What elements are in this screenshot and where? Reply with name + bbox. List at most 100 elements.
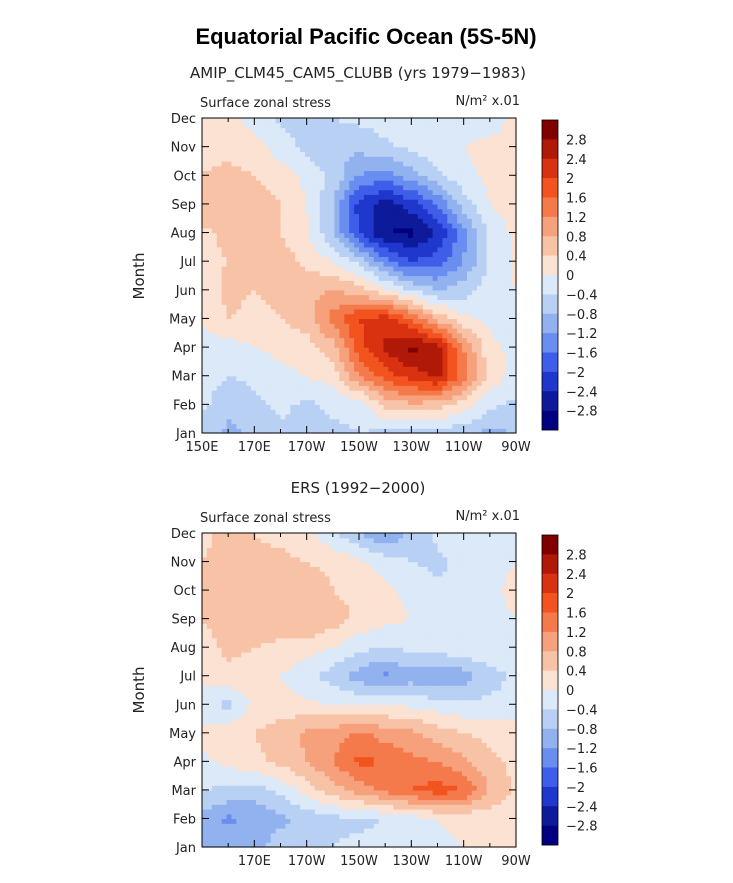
heatmap-cell <box>324 256 331 262</box>
heatmap-cell <box>339 356 345 363</box>
heatmap-cell <box>388 208 394 215</box>
heatmap-cell <box>471 390 478 396</box>
heatmap-cell <box>486 332 493 339</box>
heatmap-cell <box>373 799 380 805</box>
heatmap-cell <box>309 332 316 339</box>
heatmap-cell <box>231 385 237 391</box>
heatmap-cell <box>202 165 208 172</box>
heatmap-cell <box>309 223 316 229</box>
heatmap-cell <box>221 127 228 133</box>
heatmap-cell <box>496 380 502 386</box>
heatmap-cell <box>452 194 458 200</box>
heatmap-cell <box>354 351 360 358</box>
heatmap-cell <box>314 146 321 153</box>
heatmap-cell <box>359 227 365 234</box>
heatmap-cell <box>202 299 208 305</box>
heatmap-cell <box>496 285 502 291</box>
heatmap-cell <box>378 399 385 405</box>
heatmap-cell <box>373 385 380 391</box>
y-tick-label: Jul <box>179 255 196 270</box>
heatmap-cell <box>432 227 439 234</box>
heatmap-cell <box>251 265 257 272</box>
heatmap-cell <box>403 246 409 253</box>
heatmap-cell <box>422 265 429 272</box>
heatmap-cell <box>481 194 488 200</box>
heatmap-cell <box>231 399 237 405</box>
heatmap-cell <box>511 289 517 296</box>
heatmap-cell <box>305 342 311 348</box>
heatmap-cell <box>471 160 478 167</box>
heatmap-cell <box>476 318 483 324</box>
heatmap-cell <box>226 813 233 820</box>
heatmap-cell <box>314 818 321 824</box>
heatmap-cell <box>251 156 257 162</box>
heatmap-cell <box>422 146 429 153</box>
heatmap-cell <box>221 223 228 229</box>
heatmap-cell <box>275 122 282 129</box>
heatmap-cell <box>309 160 316 167</box>
heatmap-cell <box>329 390 336 396</box>
heatmap-cell <box>226 251 233 258</box>
heatmap-cell <box>265 808 272 815</box>
heatmap-cell <box>231 289 237 296</box>
heatmap-cell <box>339 294 345 300</box>
heatmap-cell <box>398 827 404 834</box>
heatmap-cell <box>442 413 448 420</box>
heatmap-cell <box>255 265 262 272</box>
heatmap-cell <box>236 318 242 324</box>
heatmap-cell <box>403 799 409 805</box>
heatmap-cell <box>496 170 502 176</box>
heatmap-cell <box>324 127 331 133</box>
heatmap-cell <box>319 299 326 305</box>
heatmap-cell <box>275 146 282 153</box>
heatmap-cell <box>412 299 419 305</box>
heatmap-cell <box>388 351 394 358</box>
heatmap-cell <box>388 122 394 129</box>
heatmap-cell <box>412 385 419 391</box>
heatmap-cell <box>300 308 306 315</box>
heatmap-cell <box>329 208 336 215</box>
heatmap-cell <box>280 170 287 176</box>
heatmap-cell <box>260 837 267 843</box>
heatmap-cell <box>457 242 463 248</box>
heatmap-cell <box>305 132 311 138</box>
heatmap-cell <box>398 318 404 324</box>
heatmap-cell <box>241 175 247 181</box>
heatmap-cell <box>270 132 277 138</box>
heatmap-cell <box>275 203 282 210</box>
heatmap-cell <box>417 328 424 334</box>
heatmap-cell <box>471 251 478 258</box>
heatmap-cell <box>329 232 336 238</box>
heatmap-cell <box>393 213 399 219</box>
heatmap-cell <box>231 413 237 420</box>
heatmap-cell <box>211 122 218 129</box>
heatmap-cell <box>506 184 512 191</box>
heatmap-cell <box>319 375 326 382</box>
heatmap-cell <box>221 394 228 401</box>
heatmap-cell <box>496 137 502 143</box>
heatmap-cell <box>442 280 448 286</box>
heatmap-cell <box>231 818 237 824</box>
heatmap-cell <box>432 394 439 401</box>
heatmap-cell <box>442 127 448 133</box>
heatmap-cell <box>383 813 390 820</box>
heatmap-cell <box>368 332 375 339</box>
heatmap-cell <box>422 428 429 434</box>
heatmap-cell <box>344 418 350 425</box>
heatmap-cell <box>221 218 228 224</box>
heatmap-cell <box>339 180 345 186</box>
heatmap-cell <box>481 118 488 124</box>
heatmap-cell <box>412 428 419 434</box>
heatmap-cell <box>383 356 390 363</box>
heatmap-cell <box>216 275 223 281</box>
heatmap-cell <box>280 165 287 172</box>
heatmap-cell <box>275 232 282 238</box>
heatmap-cell <box>442 837 448 843</box>
heatmap-cell <box>211 146 218 153</box>
heatmap-cell <box>324 213 331 219</box>
heatmap-cell <box>412 332 419 339</box>
heatmap-cell <box>211 141 218 148</box>
heatmap-cell <box>260 413 267 420</box>
heatmap-cell <box>295 251 301 258</box>
heatmap-cell <box>295 160 301 167</box>
